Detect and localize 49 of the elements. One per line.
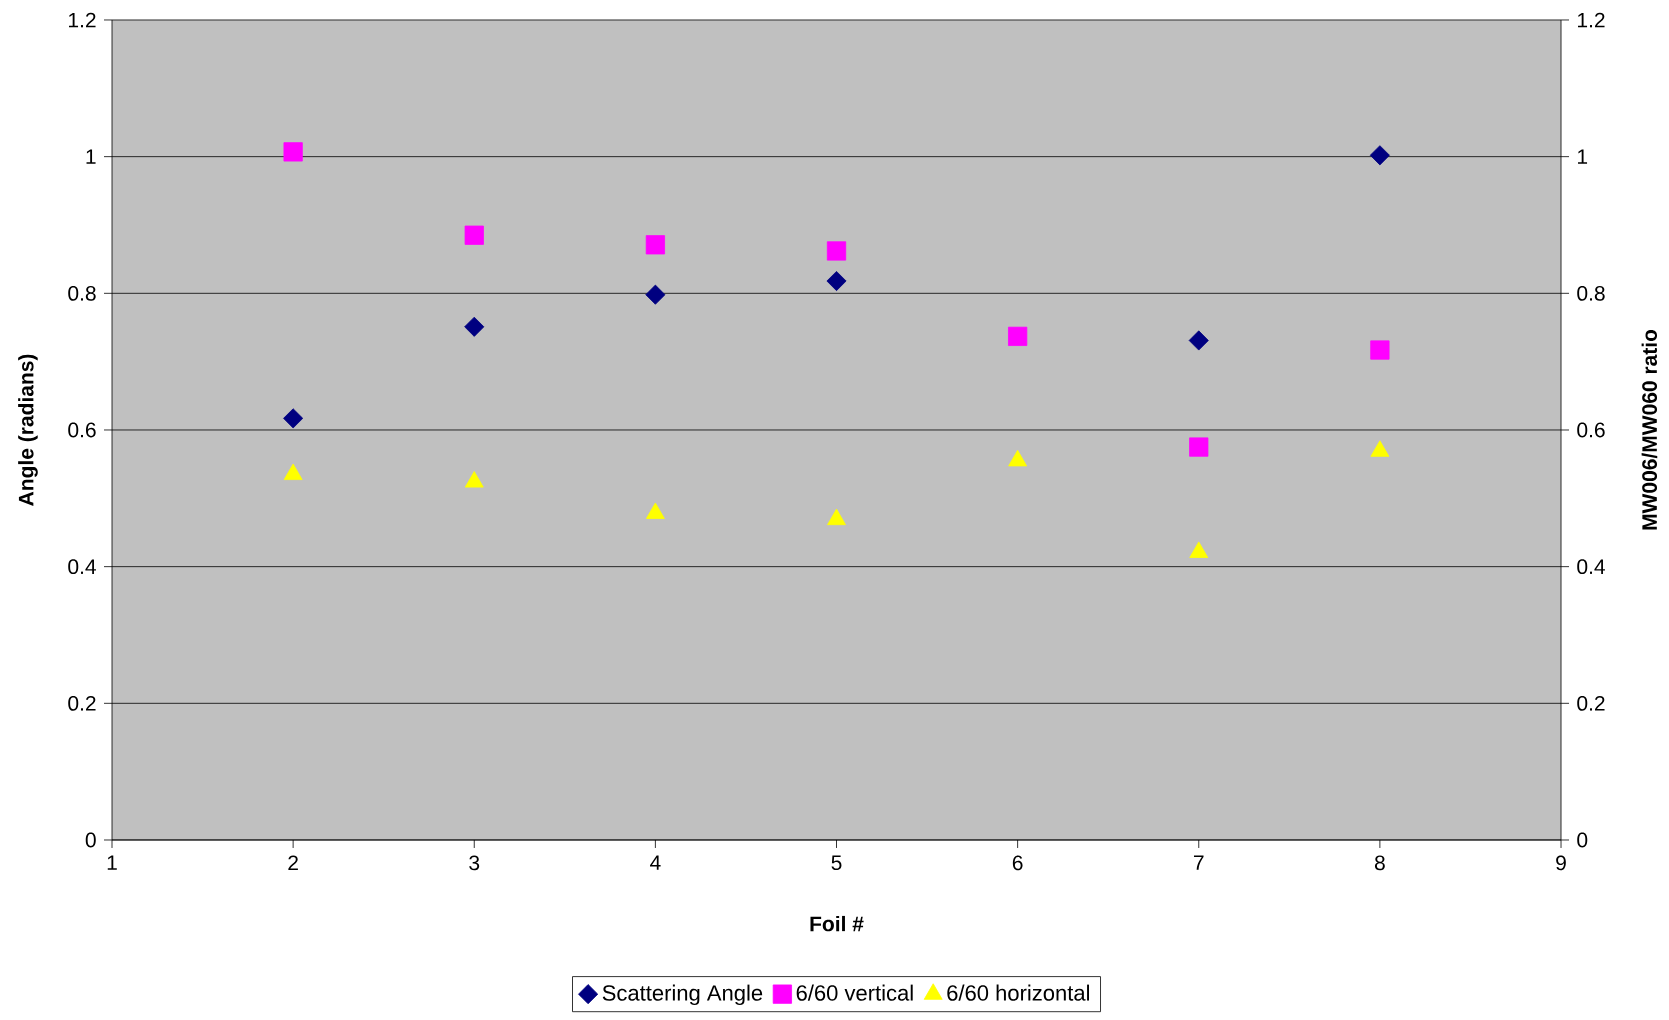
point bbox=[1008, 326, 1028, 346]
x-axis-title: Foil # bbox=[810, 915, 864, 932]
x-tick-label: 5 bbox=[831, 855, 842, 871]
y2-tick-label: 0.6 bbox=[1577, 422, 1605, 438]
point bbox=[645, 502, 665, 519]
legend-label: 6/60 vertical bbox=[796, 984, 913, 1001]
y-tick-label: 0.6 bbox=[68, 422, 96, 438]
x-tick-label: 4 bbox=[650, 855, 661, 870]
y2-tick-label: 0.2 bbox=[1577, 695, 1605, 711]
point bbox=[645, 235, 665, 255]
point bbox=[1370, 440, 1390, 457]
y2-tick-label: 0.4 bbox=[1577, 559, 1605, 575]
x-tick-label: 3 bbox=[469, 855, 480, 871]
point bbox=[283, 408, 304, 429]
y-tick-label: 1.2 bbox=[69, 12, 96, 28]
legend-label: 6/60 horizontal bbox=[947, 984, 1090, 1001]
point bbox=[283, 463, 303, 480]
y2-tick-label: 1 bbox=[1578, 149, 1588, 164]
y2-tick-label: 0.8 bbox=[1577, 285, 1605, 301]
point bbox=[464, 471, 484, 488]
point bbox=[464, 225, 484, 245]
x-tick-label: 7 bbox=[1193, 855, 1204, 870]
point bbox=[1008, 449, 1028, 467]
x-tick-label: 1 bbox=[107, 855, 117, 870]
y-axis-title: Angle (radians) bbox=[18, 354, 38, 506]
x-tick-label: 6 bbox=[1012, 855, 1023, 871]
legend-label: Scattering Angle bbox=[602, 984, 763, 1006]
y2-axis-title: MW006/MW060 ratio bbox=[1641, 329, 1658, 530]
x-tick-label: 9 bbox=[1556, 855, 1566, 871]
point bbox=[826, 271, 847, 292]
point bbox=[826, 241, 847, 261]
y-tick-label: 0.4 bbox=[68, 559, 96, 575]
point bbox=[1188, 330, 1209, 351]
point bbox=[1369, 145, 1390, 166]
y2-tick-label: 1.2 bbox=[1578, 12, 1605, 28]
y2-tick-label: 0 bbox=[1577, 832, 1588, 848]
point bbox=[464, 316, 485, 337]
y-tick-label: 0 bbox=[85, 832, 96, 848]
y-tick-label: 0.8 bbox=[68, 285, 96, 301]
point bbox=[1189, 437, 1209, 457]
point bbox=[827, 508, 846, 526]
point bbox=[1370, 340, 1390, 360]
y-tick-label: 0.2 bbox=[68, 695, 96, 711]
y-tick-label: 1 bbox=[86, 149, 96, 164]
x-tick-label: 8 bbox=[1374, 855, 1385, 871]
x-tick-label: 2 bbox=[288, 855, 298, 871]
point bbox=[645, 284, 666, 305]
point bbox=[1189, 541, 1209, 558]
point bbox=[283, 142, 303, 162]
